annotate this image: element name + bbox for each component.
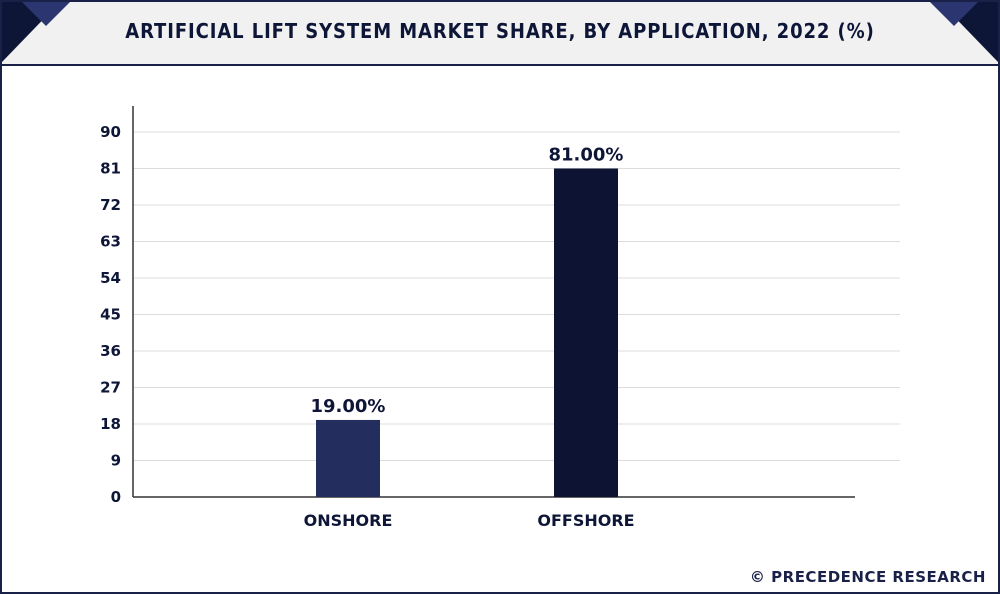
y-tick-label: 72 xyxy=(100,196,121,214)
banner-accent-left xyxy=(22,2,70,26)
y-tick-label: 27 xyxy=(100,379,121,397)
y-tick-label: 81 xyxy=(100,160,121,178)
y-tick-label: 18 xyxy=(100,415,121,433)
y-tick-label: 45 xyxy=(100,306,121,324)
data-label: 19.00% xyxy=(311,396,386,417)
bar-offshore xyxy=(554,168,618,497)
y-tick-label: 0 xyxy=(111,488,121,506)
chart-title: ARTIFICIAL LIFT SYSTEM MARKET SHARE, BY … xyxy=(125,19,875,43)
data-label: 81.00% xyxy=(549,145,624,166)
y-tick-label: 63 xyxy=(100,233,121,251)
y-tick-label: 36 xyxy=(100,342,121,360)
copyright-notice: © PRECEDENCE RESEARCH xyxy=(749,568,986,586)
banner-accent-right xyxy=(930,2,978,26)
bar-onshore xyxy=(316,419,380,497)
title-banner: ARTIFICIAL LIFT SYSTEM MARKET SHARE, BY … xyxy=(2,2,998,66)
y-tick-label: 54 xyxy=(100,269,121,287)
x-category-label: OFFSHORE xyxy=(537,511,634,530)
y-tick-label: 9 xyxy=(111,452,121,470)
x-category-label: ONSHORE xyxy=(304,511,393,530)
y-tick-label: 90 xyxy=(100,123,121,141)
